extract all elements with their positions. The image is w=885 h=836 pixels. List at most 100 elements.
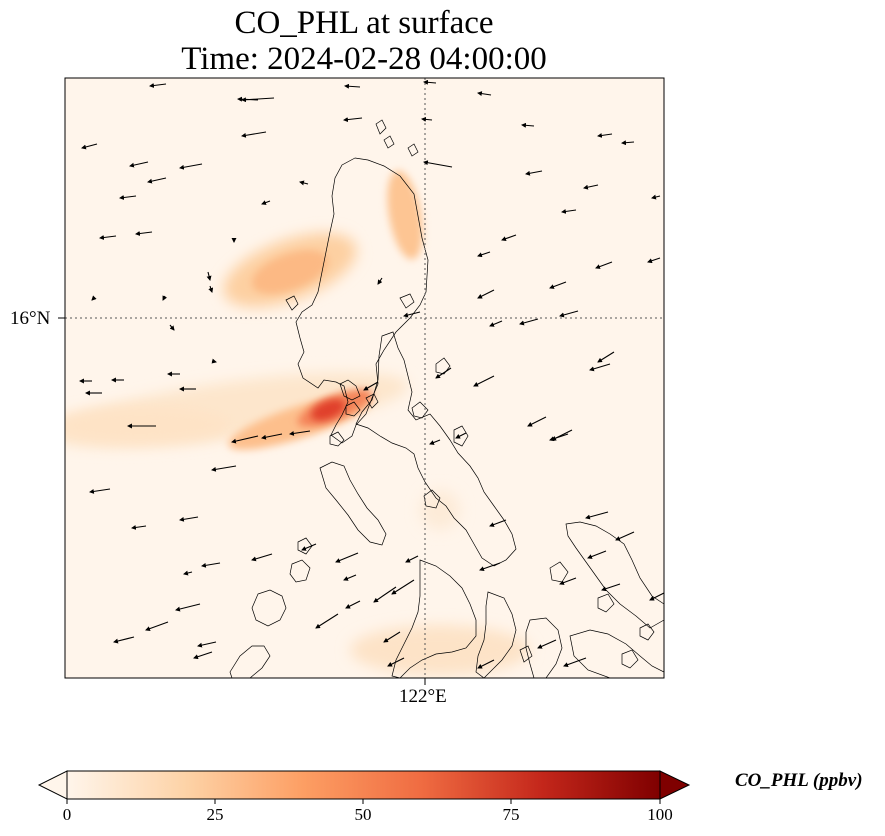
wind-arrow (527, 416, 547, 427)
wind-arrow (601, 583, 621, 592)
wind-arrow (477, 251, 491, 258)
wind-arrow (183, 570, 193, 576)
colorbar-label: CO_PHL (ppbv) (735, 770, 863, 791)
colorbar-tick-label: 0 (62, 805, 72, 824)
wind-arrow (563, 657, 587, 667)
wind-arrow (537, 639, 557, 649)
wind-arrow (477, 659, 495, 669)
wind-arrow (477, 289, 495, 299)
wind-arrow (549, 433, 569, 442)
wind-arrow (208, 285, 214, 293)
wind-arrow (589, 363, 611, 372)
map-title: CO_PHL at surface (234, 5, 494, 41)
wind-arrow (241, 131, 267, 138)
wind-arrow (81, 143, 98, 150)
gridlines (65, 78, 664, 678)
wind-arrow (525, 170, 543, 176)
wind-arrow (597, 132, 613, 138)
wind-arrow (649, 592, 664, 601)
wind-arrow (345, 600, 361, 609)
colorbar-tick-label: 100 (647, 805, 673, 824)
wind-arrow (145, 621, 169, 631)
wind-arrow (179, 516, 199, 522)
wind-arrow (231, 435, 259, 444)
wind-arrow (363, 381, 379, 391)
wind-arrow (587, 550, 607, 559)
wind-arrow (343, 117, 363, 123)
colorbar-tick-label: 75 (502, 805, 520, 824)
wind-arrow (489, 320, 503, 327)
colorbar (37, 770, 691, 804)
colorbar-tick-label: 25 (206, 805, 224, 824)
wind-arrow (377, 277, 383, 285)
wind-arrow (373, 586, 397, 603)
wind-arrow (289, 430, 311, 436)
wind-arrow (473, 375, 495, 387)
wind-arrow (423, 160, 453, 168)
wind-vector-field (79, 79, 664, 669)
concentration-map (58, 77, 665, 685)
wind-arrow (455, 432, 467, 439)
wind-arrow (387, 657, 405, 667)
colorbar-gradient (66, 770, 661, 800)
wind-arrow (343, 574, 357, 581)
wind-arrow (519, 318, 539, 326)
wind-arrow (344, 83, 361, 89)
wind-arrow (261, 200, 271, 205)
lat-tick-label: 16°N (10, 308, 51, 329)
wind-arrow (169, 324, 175, 331)
wind-arrow (211, 358, 217, 364)
wind-arrow (423, 79, 437, 85)
wind-arrow (549, 281, 567, 289)
wind-arrow (559, 577, 577, 585)
colorbar-max-extension (659, 770, 691, 800)
wind-arrow (129, 161, 149, 168)
wind-arrow (335, 552, 359, 563)
wind-arrow (135, 231, 153, 236)
map-time-subtitle: Time: 2024-02-28 04:00:00 (181, 41, 547, 77)
wind-arrow (489, 519, 507, 527)
map-frame (64, 77, 665, 679)
wind-arrow (119, 195, 137, 200)
wind-arrow (391, 579, 415, 595)
wind-arrow (479, 562, 501, 572)
lon-tick-label: 122°E (399, 686, 447, 707)
wind-arrow (206, 271, 212, 281)
colorbar-tick-label: 50 (354, 805, 372, 824)
wind-arrow (162, 295, 167, 301)
wind-arrow (477, 91, 492, 97)
wind-arrow (429, 439, 441, 445)
wind-arrow (315, 613, 339, 629)
wind-arrow (561, 208, 577, 214)
wind-arrow (405, 555, 419, 563)
wind-arrow (261, 433, 283, 440)
colorbar-min-extension (37, 770, 68, 800)
wind-arrow (201, 562, 221, 568)
wind-arrow (615, 531, 635, 541)
co-concentration-field (65, 170, 530, 675)
wind-arrow (597, 351, 615, 363)
wind-arrow (299, 180, 309, 186)
wind-arrow (501, 234, 517, 241)
wind-arrow (595, 261, 613, 269)
wind-arrow (99, 235, 117, 240)
wind-arrow (197, 641, 217, 648)
wind-arrow (149, 83, 167, 88)
wind-arrow (403, 311, 421, 318)
wind-arrow (435, 367, 452, 379)
wind-arrow (89, 488, 111, 494)
wind-arrow (383, 631, 401, 643)
wind-arrow (91, 295, 97, 301)
wind-arrow (621, 140, 635, 146)
wind-arrow (175, 603, 201, 612)
wind-arrow (179, 163, 203, 170)
wind-arrow (251, 553, 273, 562)
wind-arrow (211, 465, 237, 472)
wind-arrow (421, 116, 433, 122)
wind-arrow (113, 636, 135, 644)
wind-arrow (583, 184, 599, 190)
wind-arrow (301, 543, 317, 551)
wind-arrow (651, 194, 661, 200)
wind-arrow (521, 122, 535, 128)
wind-arrow (585, 511, 609, 520)
